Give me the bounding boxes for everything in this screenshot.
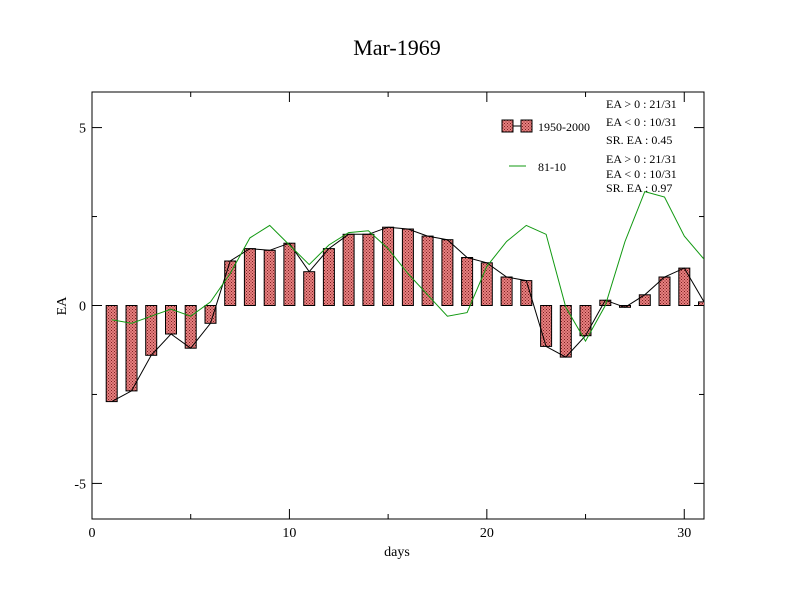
- x-tick-label: 30: [677, 526, 691, 541]
- axes: 0 10 20 30 -5 0 5: [74, 92, 704, 541]
- legend-entry-line-series: 81-10: [509, 160, 566, 174]
- y-tick-label: -5: [74, 477, 86, 492]
- y-tick-label: 0: [79, 300, 86, 315]
- stat-line: EA > 0 : 21/31: [606, 97, 677, 111]
- x-tick-label: 20: [480, 526, 494, 541]
- bar-day-6: [204, 305, 217, 324]
- plot-marks: [105, 190, 704, 403]
- bar-day-28: [638, 294, 651, 306]
- bar-day-3: [145, 305, 158, 356]
- stat-line: EA < 0 : 10/31: [606, 115, 677, 129]
- bar-day-9: [263, 249, 276, 307]
- bar-day-16: [401, 228, 414, 306]
- bar-day-29: [658, 276, 671, 306]
- stats-block-81-10: EA > 0 : 21/31 EA < 0 : 10/31 SR. EA : 0…: [606, 152, 677, 195]
- legend: 1950-2000 81-10 EA > 0 : 21/31 EA < 0 : …: [501, 97, 677, 195]
- bar-day-7: [224, 260, 237, 306]
- bar-day-10: [283, 242, 296, 306]
- chart-title: Mar-1969: [353, 35, 441, 60]
- y-axis-label: EA: [55, 296, 70, 316]
- bar-day-2: [125, 305, 138, 392]
- y-tick-label: 5: [79, 122, 86, 137]
- bar-day-5: [184, 305, 197, 349]
- series-line-81-10: [111, 190, 704, 343]
- bar-day-25: [579, 305, 592, 337]
- bar-day-20: [480, 262, 493, 306]
- bar-day-12: [322, 248, 335, 307]
- bar-day-21: [500, 276, 513, 306]
- legend-label-line-series: 81-10: [538, 160, 566, 174]
- stat-line: SR. EA : 0.45: [606, 133, 672, 147]
- bar-day-8: [243, 248, 256, 307]
- legend-bar-swatch-left: [501, 119, 514, 133]
- stats-block-1950-2000: EA > 0 : 21/31 EA < 0 : 10/31 SR. EA : 0…: [606, 97, 677, 147]
- x-tick-label: 0: [89, 526, 96, 541]
- bar-day-4: [165, 305, 177, 335]
- bar-day-31: [698, 301, 704, 306]
- stat-line: EA > 0 : 21/31: [606, 152, 677, 166]
- x-axis-label: days: [384, 545, 410, 560]
- series-line-1950-2000: [111, 226, 704, 403]
- bar-day-13: [342, 233, 355, 306]
- legend-bar-swatch-right: [520, 119, 533, 133]
- bar-day-23: [540, 305, 553, 347]
- legend-label-bar-series: 1950-2000: [538, 120, 590, 134]
- bar-day-14: [362, 233, 375, 306]
- stat-line: EA < 0 : 10/31: [606, 167, 677, 181]
- bar-day-11: [303, 271, 316, 307]
- bar-day-18: [441, 239, 454, 306]
- x-tick-label: 10: [282, 526, 296, 541]
- bar-day-19: [461, 257, 474, 306]
- stat-line: SR. EA : 0.97: [606, 181, 672, 195]
- bar-day-15: [382, 226, 395, 306]
- bar-day-30: [678, 267, 691, 307]
- legend-entry-bar-series: 1950-2000: [501, 119, 590, 134]
